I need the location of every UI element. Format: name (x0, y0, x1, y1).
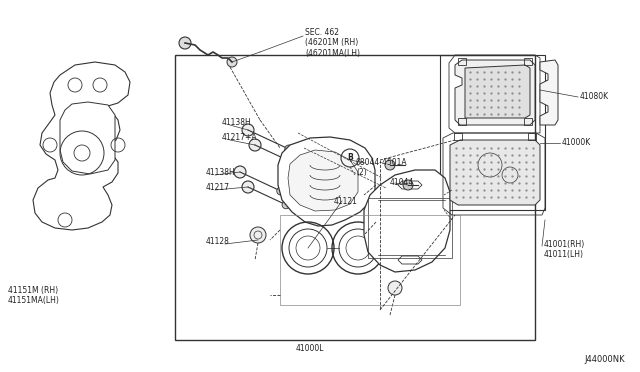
Circle shape (385, 160, 395, 170)
Polygon shape (450, 140, 540, 205)
Text: 41001(RH)
41011(LH): 41001(RH) 41011(LH) (544, 240, 585, 259)
Circle shape (388, 281, 402, 295)
Circle shape (282, 201, 290, 209)
Bar (440, 55, 545, 210)
Text: SEC. 462
(46201M (RH)
(46201MA(LH): SEC. 462 (46201M (RH) (46201MA(LH) (305, 28, 360, 58)
Circle shape (227, 57, 237, 67)
Text: 41217+A: 41217+A (222, 133, 258, 142)
Polygon shape (455, 60, 535, 125)
Bar (368, 198, 452, 258)
Text: 41217: 41217 (206, 183, 230, 192)
Polygon shape (33, 62, 130, 230)
Circle shape (250, 227, 266, 243)
Circle shape (289, 159, 297, 167)
Circle shape (242, 124, 254, 136)
Text: 41128: 41128 (206, 237, 230, 246)
Circle shape (179, 37, 191, 49)
Bar (280, 215, 460, 305)
Text: 41000L: 41000L (296, 344, 324, 353)
Text: J44000NK: J44000NK (584, 355, 625, 364)
Text: 41138H: 41138H (206, 168, 236, 177)
Circle shape (276, 187, 285, 195)
Polygon shape (540, 60, 558, 125)
Polygon shape (288, 150, 358, 211)
Polygon shape (60, 102, 115, 174)
Text: 08044-4501A
(2): 08044-4501A (2) (356, 158, 408, 177)
Polygon shape (465, 65, 530, 118)
Text: 41000K: 41000K (562, 138, 591, 147)
Circle shape (249, 139, 261, 151)
Text: 41080K: 41080K (580, 92, 609, 101)
Circle shape (403, 180, 413, 190)
Text: 41121: 41121 (334, 197, 358, 206)
Text: B: B (347, 154, 353, 163)
Text: 41138H: 41138H (222, 118, 252, 127)
Circle shape (234, 166, 246, 178)
Circle shape (285, 145, 292, 153)
Polygon shape (364, 170, 450, 272)
Text: 41151M (RH)
41151MA(LH): 41151M (RH) 41151MA(LH) (8, 286, 60, 305)
Polygon shape (278, 137, 375, 226)
Bar (175, 55, 535, 340)
Text: 41044: 41044 (390, 178, 414, 187)
Circle shape (242, 181, 254, 193)
